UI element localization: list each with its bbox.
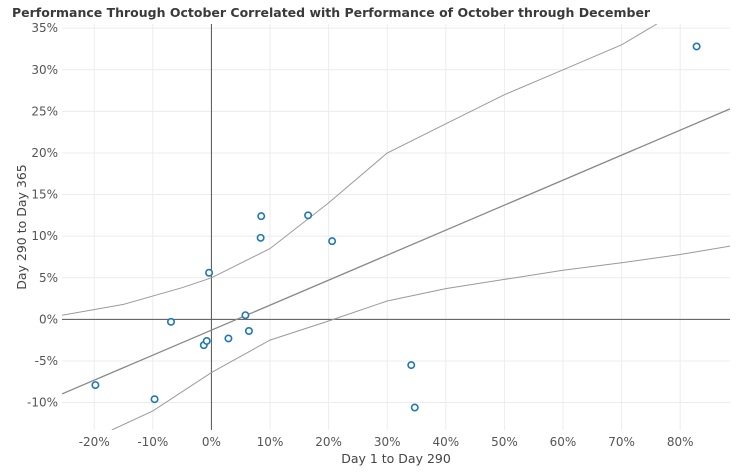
x-tick-label: 40% (432, 435, 459, 449)
y-axis-label: Day 290 to Day 365 (14, 164, 29, 290)
data-point (328, 237, 337, 246)
data-point (91, 381, 100, 390)
chart-title: Performance Through October Correlated w… (12, 5, 651, 20)
data-point (410, 403, 419, 412)
y-tick-label: 15% (31, 188, 58, 202)
y-tick-label: 25% (31, 104, 58, 118)
trend-line (62, 108, 730, 395)
data-point (241, 311, 250, 320)
data-point (205, 268, 214, 277)
data-point (692, 42, 701, 51)
data-point (257, 212, 266, 221)
data-point (150, 395, 159, 404)
y-tick-label: 10% (31, 229, 58, 243)
x-tick-label: 80% (667, 435, 694, 449)
confidence-band-lower (111, 245, 730, 430)
data-point (224, 334, 233, 343)
data-point (304, 211, 313, 220)
x-tick-label: 50% (491, 435, 518, 449)
data-point (202, 336, 211, 345)
y-tick-label: 5% (39, 271, 58, 285)
data-point (256, 233, 265, 242)
x-tick-label: 20% (315, 435, 342, 449)
confidence-band-upper (62, 24, 658, 316)
y-tick-label: 0% (39, 312, 58, 326)
x-tick-label: 30% (374, 435, 401, 449)
x-tick-label: 70% (608, 435, 635, 449)
data-point (166, 317, 175, 326)
x-tick-label: 60% (550, 435, 577, 449)
x-tick-label: -20% (79, 435, 110, 449)
data-point (244, 326, 253, 335)
y-tick-label: 35% (31, 21, 58, 35)
x-axis-label: Day 1 to Day 290 (341, 451, 451, 466)
y-tick-label: 20% (31, 146, 58, 160)
x-tick-label: 0% (202, 435, 221, 449)
x-tick-label: 10% (257, 435, 284, 449)
y-tick-label: -10% (27, 396, 58, 410)
y-tick-label: 30% (31, 63, 58, 77)
y-tick-label: -5% (35, 354, 58, 368)
x-tick-label: -10% (137, 435, 168, 449)
data-point (407, 361, 416, 370)
